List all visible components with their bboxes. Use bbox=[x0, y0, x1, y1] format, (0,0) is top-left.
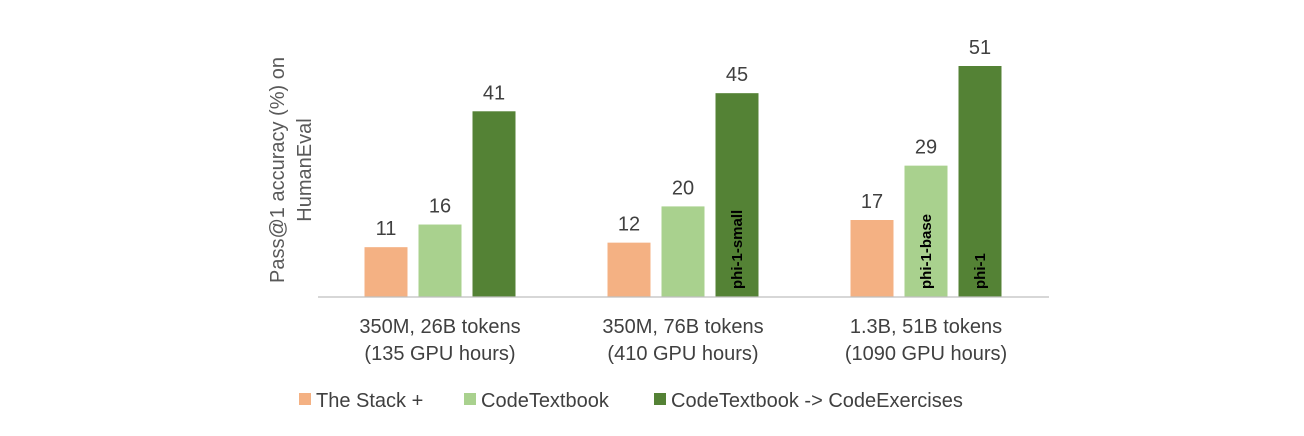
bar-inner-label: phi-1 bbox=[972, 253, 989, 289]
x-tick-label: (1090 GPU hours) bbox=[845, 343, 1007, 365]
y-axis-title-line: HumanEval bbox=[294, 118, 316, 221]
legend-swatch bbox=[299, 393, 311, 405]
bars-group: 11 16 41 12 20 45 phi-1-small 17 29 phi-1-base 51 p… bbox=[364, 37, 1002, 297]
legend: The Stack + CodeTextbook CodeTextbook -> C… bbox=[299, 390, 963, 412]
data-label: 17 bbox=[861, 191, 883, 213]
x-tick-label: (135 GPU hours) bbox=[364, 343, 515, 365]
data-label: 12 bbox=[618, 214, 640, 236]
bar-inner-label: phi-1-base bbox=[918, 214, 935, 289]
bar-codetextbook-1 bbox=[661, 206, 705, 297]
data-label: 41 bbox=[483, 82, 505, 104]
data-label: 16 bbox=[429, 196, 451, 218]
data-label: 45 bbox=[726, 64, 748, 86]
legend-label: The Stack + bbox=[316, 390, 423, 412]
bar-codetextbook-2 bbox=[904, 165, 948, 297]
legend-label: CodeTextbook bbox=[481, 390, 610, 412]
legend-swatch bbox=[464, 393, 476, 405]
bar-the-stack--0 bbox=[364, 247, 408, 297]
legend-swatch bbox=[654, 393, 666, 405]
x-axis-labels: 350M, 26B tokens (135 GPU hours) 350M, 76B… bbox=[359, 316, 1007, 365]
data-label: 20 bbox=[672, 177, 694, 199]
bar-codetextbook-codeexercises-0 bbox=[472, 111, 516, 297]
data-label: 51 bbox=[969, 37, 991, 59]
x-tick-label: 1.3B, 51B tokens bbox=[850, 316, 1002, 338]
data-label: 29 bbox=[915, 137, 937, 159]
y-axis-title-line: Pass@1 accuracy (%) on bbox=[267, 57, 289, 283]
bar-inner-label: phi-1-small bbox=[729, 210, 746, 289]
bar-the-stack--1 bbox=[607, 242, 651, 297]
x-tick-label: 350M, 26B tokens bbox=[359, 316, 520, 338]
x-tick-label: (410 GPU hours) bbox=[607, 343, 758, 365]
bar-codetextbook-codeexercises-1 bbox=[715, 93, 759, 297]
bar-codetextbook-codeexercises-2 bbox=[958, 66, 1002, 297]
legend-label: CodeTextbook -> CodeExercises bbox=[671, 390, 963, 412]
data-label: 11 bbox=[376, 218, 397, 240]
x-tick-label: 350M, 76B tokens bbox=[602, 316, 763, 338]
bar-the-stack--2 bbox=[850, 220, 894, 297]
bar-codetextbook-0 bbox=[418, 224, 462, 297]
y-axis-title: Pass@1 accuracy (%) on HumanEval bbox=[267, 57, 316, 283]
